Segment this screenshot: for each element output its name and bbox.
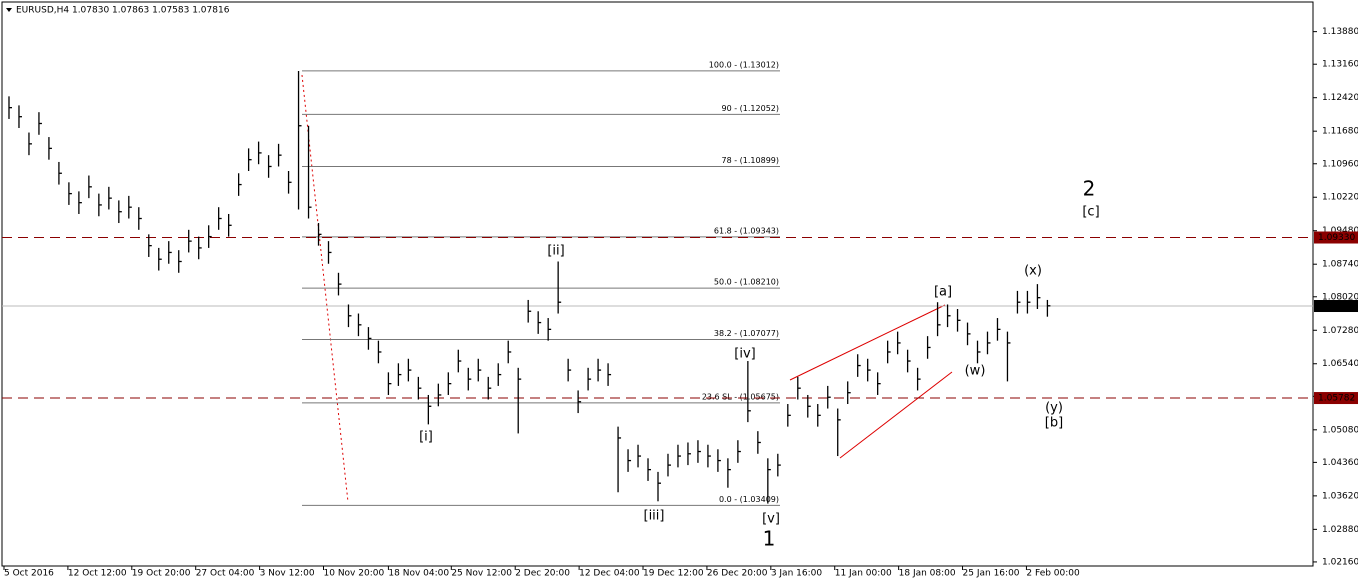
wave-label: [v]	[762, 512, 780, 527]
price-box	[1314, 231, 1358, 244]
chart-title: EURUSD,H4 1.07830 1.07863 1.07583 1.0781…	[16, 6, 230, 16]
wedge-lower	[839, 371, 953, 459]
x-tick-label: 18 Jan 08:00	[899, 569, 956, 579]
fib-label: 100.0 - (1.13012)	[709, 60, 779, 69]
y-tick-label: 1.08020	[1322, 292, 1358, 302]
fib-label: 78 - (1.10899)	[722, 156, 779, 165]
x-tick-label: 3 Jan 16:00	[771, 569, 823, 579]
y-tick-label: 1.08740	[1322, 260, 1358, 270]
y-tick-label: 1.04360	[1322, 458, 1358, 468]
x-tick-label: 12 Dec 04:00	[579, 569, 640, 579]
fib-anchor-line	[301, 74, 349, 503]
wave-label: 2	[1083, 177, 1096, 201]
y-tick-label: 1.12420	[1322, 93, 1358, 103]
x-tick-label: 26 Dec 20:00	[707, 569, 768, 579]
fib-label: 23.6 SL - (1.05675)	[702, 392, 779, 401]
wave-label: [c]	[1082, 205, 1099, 220]
price-box-label: 1.09330	[1318, 233, 1355, 243]
y-tick-label: 1.07280	[1322, 326, 1358, 336]
wave-label: (x)	[1024, 264, 1042, 279]
x-tick-label: 27 Oct 04:00	[196, 569, 255, 579]
y-tick-label: 1.03620	[1322, 491, 1358, 501]
price-box-label: 1.05782	[1318, 394, 1355, 404]
fib-label: 38.2 - (1.07077)	[714, 329, 779, 338]
y-tick-label: 1.09480	[1322, 226, 1358, 236]
wave-label: 1	[763, 527, 776, 551]
y-tick-label: 1.10220	[1322, 193, 1358, 203]
x-tick-label: 25 Jan 16:00	[963, 569, 1020, 579]
x-tick-label: 3 Nov 12:00	[260, 569, 315, 579]
price-box-label: 1.07816	[1318, 302, 1355, 312]
y-tick-label: 1.06540	[1322, 359, 1358, 369]
y-tick-label: 1.02880	[1322, 525, 1358, 535]
x-tick-label: 19 Dec 12:00	[643, 569, 704, 579]
wedge-upper	[789, 304, 946, 381]
fib-label: 90 - (1.12052)	[722, 104, 779, 113]
wave-label: [iii]	[644, 509, 665, 524]
y-tick-label: 1.13880	[1322, 27, 1358, 37]
wave-label: (y)	[1045, 401, 1063, 416]
price-box	[1314, 392, 1358, 405]
wave-label: [iv]	[734, 347, 755, 362]
y-tick-label: 1.05080	[1322, 425, 1358, 435]
y-tick-label: 1.11680	[1322, 127, 1358, 137]
y-tick-label: 1.02160	[1322, 557, 1358, 567]
x-tick-label: 2 Dec 20:00	[515, 569, 570, 579]
wave-label: [i]	[419, 430, 433, 445]
x-tick-label: 25 Nov 12:00	[451, 569, 512, 579]
x-tick-label: 18 Nov 04:00	[388, 569, 449, 579]
wave-label: [ii]	[547, 244, 564, 259]
wave-label: [b]	[1045, 416, 1063, 431]
x-tick-label: 11 Jan 00:00	[835, 569, 892, 579]
y-tick-label: 1.13160	[1322, 60, 1358, 70]
fib-label: 0.0 - (1.03409)	[719, 495, 779, 504]
fib-label: 50.0 - (1.08210)	[714, 278, 779, 287]
menu-triangle	[6, 8, 12, 12]
x-tick-label: 5 Oct 2016	[4, 569, 54, 579]
fib-label: 61.8 - (1.09343)	[714, 226, 779, 235]
wave-label: [a]	[934, 285, 952, 300]
wave-label: (w)	[965, 364, 986, 379]
y-tick-label: 1.10960	[1322, 159, 1358, 169]
x-tick-label: 12 Oct 12:00	[68, 569, 127, 579]
layer: 1.021601.028801.036201.043601.050801.058…	[2, 27, 1358, 579]
x-tick-label: 2 Feb 00:00	[1026, 569, 1080, 579]
price-box	[1314, 300, 1358, 313]
x-tick-label: 10 Nov 20:00	[324, 569, 385, 579]
x-tick-label: 19 Oct 20:00	[132, 569, 191, 579]
